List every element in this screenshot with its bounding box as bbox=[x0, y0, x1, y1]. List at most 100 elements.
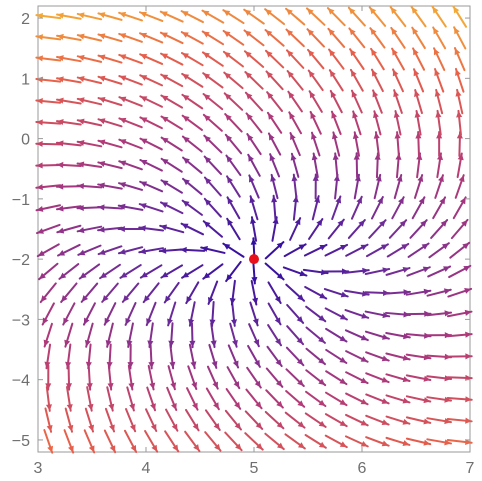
field-arrow bbox=[38, 262, 59, 281]
field-arrow bbox=[285, 28, 305, 48]
field-arrow-head bbox=[275, 380, 283, 387]
field-arrow-head bbox=[250, 217, 257, 224]
field-arrow-head bbox=[441, 243, 449, 250]
field-arrow-head bbox=[443, 288, 451, 295]
field-arrow bbox=[139, 74, 164, 87]
field-arrow bbox=[267, 281, 282, 305]
field-arrow-head bbox=[108, 403, 115, 411]
field-arrow bbox=[285, 283, 306, 302]
field-arrow bbox=[289, 217, 302, 241]
field-arrow bbox=[266, 91, 284, 112]
field-arrow-head bbox=[139, 225, 146, 232]
field-arrow-head bbox=[276, 272, 284, 280]
field-arrow-head bbox=[211, 361, 218, 368]
field-arrow-head bbox=[151, 444, 158, 452]
field-arrow bbox=[245, 388, 263, 410]
field-arrow-head bbox=[318, 314, 326, 322]
field-arrow-head bbox=[265, 9, 272, 16]
field-arrow bbox=[121, 282, 140, 303]
field-arrow-head bbox=[56, 140, 64, 147]
field-arrow bbox=[271, 216, 279, 242]
field-arrow bbox=[306, 28, 325, 48]
field-arrow bbox=[36, 223, 61, 235]
field-arrow bbox=[139, 180, 164, 193]
field-arrow-head bbox=[98, 139, 106, 146]
field-arrow bbox=[452, 196, 467, 220]
field-arrow bbox=[328, 69, 344, 92]
field-arrow bbox=[139, 32, 164, 44]
field-arrow-head bbox=[226, 274, 233, 282]
field-arrow bbox=[391, 47, 405, 71]
y-tick-label: −2 bbox=[12, 252, 30, 269]
field-arrow-head bbox=[339, 399, 347, 406]
field-arrow bbox=[222, 50, 244, 68]
field-arrow-head bbox=[66, 404, 73, 411]
field-arrow-head bbox=[465, 417, 472, 424]
field-arrow-head bbox=[265, 30, 273, 37]
field-arrow-head bbox=[453, 6, 460, 14]
field-arrow bbox=[65, 364, 73, 391]
field-arrow bbox=[76, 225, 103, 234]
field-arrow bbox=[63, 429, 75, 454]
field-arrow-head bbox=[339, 335, 347, 342]
field-arrow-head bbox=[254, 380, 261, 388]
field-arrow-head bbox=[462, 242, 470, 250]
field-arrow-head bbox=[360, 419, 368, 426]
field-arrow bbox=[76, 118, 103, 127]
field-arrow-head bbox=[348, 7, 356, 15]
field-arrow-head bbox=[276, 242, 284, 249]
field-arrow bbox=[394, 131, 401, 158]
field-arrow bbox=[223, 71, 244, 90]
field-arrow bbox=[105, 322, 114, 348]
field-arrow-head bbox=[160, 32, 168, 39]
field-arrow-head bbox=[424, 310, 431, 317]
field-arrow bbox=[76, 76, 103, 85]
field-arrow bbox=[180, 222, 205, 236]
field-arrow-head bbox=[86, 383, 93, 390]
field-arrow bbox=[426, 332, 453, 339]
field-arrow-head bbox=[465, 331, 472, 338]
field-arrow-head bbox=[414, 90, 420, 97]
field-arrow-head bbox=[358, 220, 365, 227]
field-arrow-head bbox=[88, 445, 95, 453]
field-arrow-head bbox=[360, 440, 368, 447]
field-arrow bbox=[248, 323, 260, 348]
field-arrow-head bbox=[413, 48, 419, 56]
field-arrow bbox=[180, 52, 204, 67]
field-arrow bbox=[454, 174, 465, 199]
field-arrow-head bbox=[170, 382, 177, 390]
field-arrow-head bbox=[183, 178, 190, 186]
field-arrow-head bbox=[171, 403, 177, 411]
field-arrow-head bbox=[307, 29, 314, 36]
field-arrow-head bbox=[297, 379, 304, 386]
field-arrow bbox=[453, 47, 466, 72]
field-arrow-head bbox=[340, 244, 348, 251]
field-arrow bbox=[97, 139, 123, 149]
field-arrow bbox=[246, 366, 262, 389]
field-arrow bbox=[305, 347, 326, 366]
field-arrow bbox=[181, 199, 203, 216]
field-arrow bbox=[350, 195, 363, 220]
field-arrow bbox=[411, 26, 426, 50]
field-arrow bbox=[267, 302, 282, 326]
field-arrow bbox=[324, 413, 348, 428]
field-arrow bbox=[446, 438, 473, 446]
field-arrow bbox=[97, 160, 123, 170]
field-arrow bbox=[385, 266, 411, 276]
field-arrow bbox=[264, 29, 285, 47]
field-arrow bbox=[307, 48, 325, 70]
field-arrow-head bbox=[64, 339, 71, 347]
field-arrow bbox=[43, 322, 53, 348]
field-arrow-head bbox=[356, 196, 362, 204]
field-arrow bbox=[97, 54, 123, 64]
field-arrow bbox=[97, 226, 123, 233]
field-arrow bbox=[84, 322, 94, 348]
field-arrow-head bbox=[119, 33, 127, 39]
field-arrow-head bbox=[39, 272, 46, 280]
field-arrow-head bbox=[223, 10, 231, 17]
field-arrow-head bbox=[224, 93, 232, 100]
field-arrow-head bbox=[223, 51, 231, 59]
field-arrow-head bbox=[98, 75, 106, 82]
field-arrow bbox=[56, 97, 82, 105]
field-arrow-head bbox=[87, 403, 94, 411]
